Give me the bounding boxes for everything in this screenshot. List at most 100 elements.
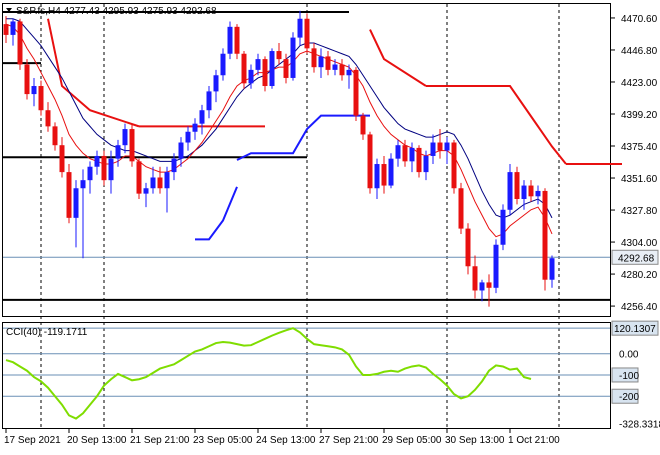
candle-body: [381, 164, 387, 186]
stop-line-blue: [195, 186, 238, 241]
candle-body: [276, 51, 282, 60]
candle-body: [374, 164, 380, 189]
candle-body: [171, 158, 177, 173]
candle-body: [108, 158, 114, 181]
candle-body: [507, 172, 513, 210]
time-axis: 17 Sep 2021 20 Sep 13:00 21 Sep 21:00 23 Se…: [4, 429, 560, 446]
candle-body: [388, 158, 394, 186]
candle-body: [199, 110, 205, 124]
candle-body: [269, 51, 275, 87]
time-tick-label: 21 Sep 21:00: [130, 435, 190, 446]
current-price-box: [611, 249, 659, 265]
cci-tick-label: -100: [619, 371, 639, 382]
candle-body: [339, 64, 345, 76]
candle-body: [430, 142, 436, 156]
candle-body: [409, 147, 415, 162]
candle-body: [10, 21, 16, 35]
candle-body: [66, 172, 72, 218]
candle-body: [360, 115, 366, 135]
candle-body: [479, 282, 485, 291]
candle-body: [164, 172, 170, 189]
cci-tick-label: -328.3318: [619, 420, 660, 431]
time-tick-label: 29 Sep 05:00: [382, 435, 442, 446]
candle-body: [451, 142, 457, 189]
candle-body: [283, 59, 289, 78]
candle-body: [38, 86, 44, 111]
candle-body: [17, 21, 23, 65]
time-tick-label: 23 Sep 05:00: [193, 435, 253, 446]
time-tick-label: 30 Sep 13:00: [445, 435, 505, 446]
horizontal-levels: [2, 11, 610, 301]
candle-body: [227, 26, 233, 54]
price-tick-label: 4470.60: [621, 14, 658, 25]
cci-level-box: [611, 320, 659, 336]
candle-body: [87, 166, 93, 181]
candle-body: [353, 69, 359, 116]
candle-body: [31, 86, 37, 95]
price-tick-label: 4399.20: [621, 110, 658, 121]
price-tick-label: 4280.20: [621, 270, 658, 281]
candle-body: [346, 69, 352, 76]
candle-body: [514, 172, 520, 200]
cci-header: CCI(40) -119.1711: [6, 327, 88, 338]
symbol-header: S&P.fs,H4 4277.43 4295.93 4275.93 4292.6…: [16, 6, 217, 17]
collapse-triangle-icon[interactable]: [6, 8, 12, 12]
candlesticks: [3, 10, 555, 307]
candle-body: [80, 180, 86, 189]
candle-body: [101, 155, 107, 181]
candle-body: [255, 59, 261, 70]
cci-line: [5, 327, 532, 420]
candle-body: [45, 110, 51, 127]
candle-body: [311, 48, 317, 68]
cci-levels: [3, 327, 610, 397]
candle-body: [325, 56, 331, 70]
candle-body: [52, 126, 58, 146]
cci-level-box: [611, 367, 639, 383]
candle-body: [535, 190, 541, 197]
candle-body: [220, 53, 226, 76]
time-tick-label: 17 Sep 2021: [4, 435, 61, 446]
candle-body: [157, 177, 163, 189]
cci-axis: 120.1307 0.00 -100 -200 -328.3318: [611, 320, 660, 431]
candle-body: [549, 258, 555, 280]
candle-body: [318, 56, 324, 68]
candle-body: [248, 69, 254, 84]
candle-body: [192, 123, 198, 132]
candle-body: [150, 177, 156, 189]
time-tick-label: 1 Oct 21:00: [508, 435, 560, 446]
candle-body: [122, 129, 128, 146]
candle-body: [402, 145, 408, 162]
candle-body: [59, 145, 65, 173]
candle-body: [304, 18, 310, 49]
candle-body: [542, 190, 548, 280]
price-tick-label: 4375.40: [621, 142, 658, 153]
time-tick-label: 20 Sep 13:00: [67, 435, 127, 446]
candle-body: [458, 188, 464, 229]
candle-body: [493, 244, 499, 288]
candle-body: [332, 64, 338, 70]
stop-line-red: [47, 18, 140, 128]
candle-body: [437, 142, 443, 151]
stop-line-blue: [236, 114, 335, 161]
current-price-label: 4292.68: [618, 253, 655, 264]
price-tick-label: 4423.00: [621, 78, 658, 89]
stop-line-red: [426, 85, 567, 165]
candle-body: [262, 59, 268, 87]
candle-body: [465, 228, 471, 267]
candle-body: [115, 145, 121, 159]
candle-body: [136, 161, 142, 194]
candle-body: [129, 129, 135, 162]
candle-body: [500, 209, 506, 245]
candle-body: [94, 155, 100, 167]
candle-body: [213, 75, 219, 92]
price-tick-label: 4446.80: [621, 46, 658, 57]
candle-body: [241, 53, 247, 84]
price-tick-label: 4304.00: [621, 238, 658, 249]
stop-line-red: [369, 29, 427, 87]
price-axis: 4470.60 4446.80 4423.00 4399.20 4375.40 4351.…: [611, 14, 659, 313]
candle-body: [472, 266, 478, 291]
cci-level-box: [611, 388, 639, 404]
candle-body: [416, 147, 422, 173]
